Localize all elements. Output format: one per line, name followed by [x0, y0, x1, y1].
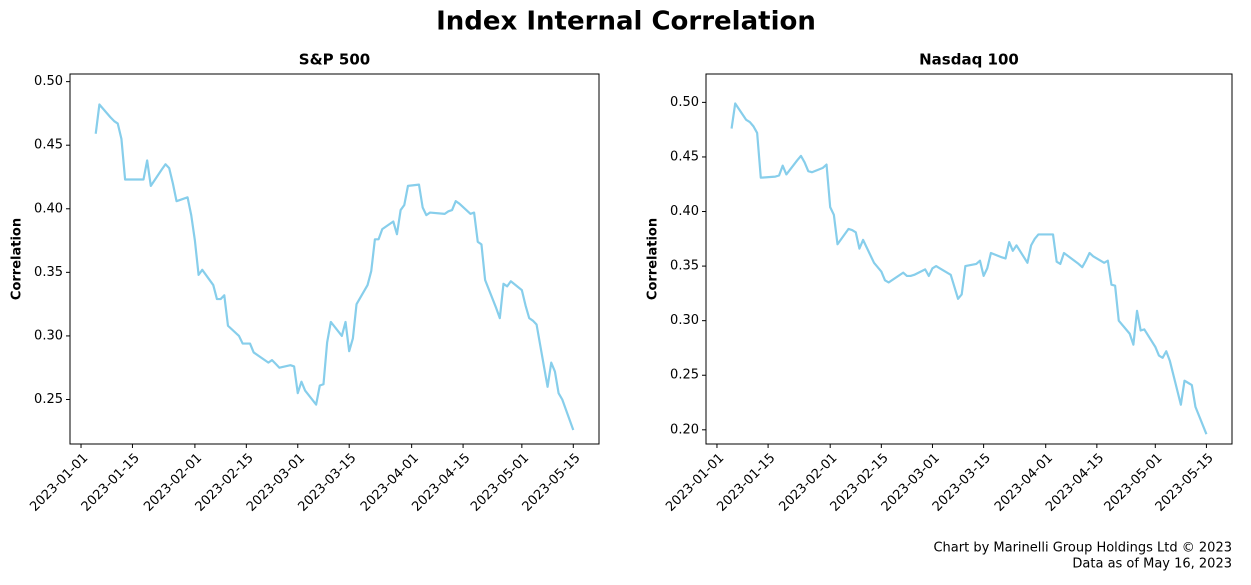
y-axis-label: Correlation [10, 218, 25, 300]
footnote: Data as of May 16, 2023 [1072, 557, 1232, 572]
y-tick-label: 0.50 [670, 95, 699, 110]
y-tick-label: 0.35 [34, 265, 63, 280]
y-tick-label: 0.45 [34, 138, 63, 153]
y-axis-label: Correlation [646, 218, 661, 300]
subplot-title: S&P 500 [299, 51, 370, 69]
y-tick-label: 0.35 [670, 259, 699, 274]
plot-frame [69, 73, 600, 445]
plot-frame [705, 73, 1233, 445]
y-tick-label: 0.45 [670, 149, 699, 164]
figure-title: Index Internal Correlation [436, 7, 816, 37]
y-tick-label: 0.30 [34, 328, 63, 343]
y-tick-label: 0.25 [670, 368, 699, 383]
subplot-title: Nasdaq 100 [919, 51, 1019, 69]
y-tick-label: 0.40 [34, 201, 63, 216]
y-tick-label: 0.30 [670, 313, 699, 328]
data-line [730, 102, 1208, 435]
y-tick-label: 0.25 [34, 392, 63, 407]
data-line [94, 103, 575, 431]
y-tick-label: 0.20 [670, 422, 699, 437]
y-tick-label: 0.50 [34, 74, 63, 89]
footnote: Chart by Marinelli Group Holdings Ltd © … [933, 541, 1232, 556]
y-tick-label: 0.40 [670, 204, 699, 219]
